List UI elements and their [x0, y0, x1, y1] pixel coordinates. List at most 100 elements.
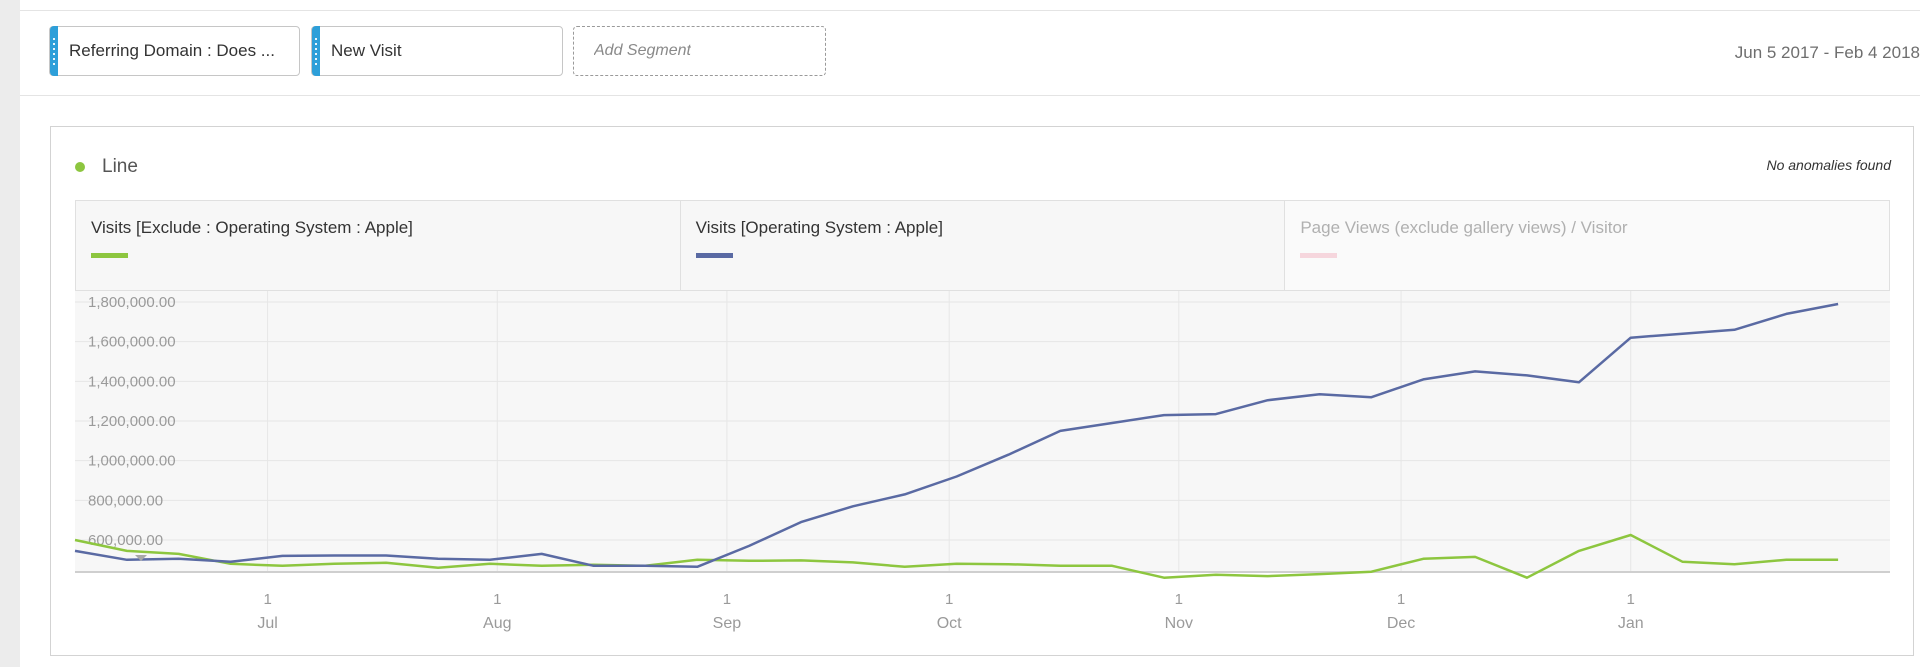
data-point[interactable]: [1212, 411, 1219, 418]
legend: Visits [Exclude : Operating System : App…: [75, 200, 1890, 291]
data-point[interactable]: [538, 562, 545, 569]
viz-header[interactable]: Line: [75, 155, 138, 179]
data-point[interactable]: [901, 563, 908, 570]
data-point[interactable]: [72, 547, 79, 554]
y-tick-label: 800,000.00: [88, 492, 163, 509]
data-point[interactable]: [798, 519, 805, 526]
drag-handle-icon[interactable]: [50, 26, 58, 76]
data-point[interactable]: [1264, 397, 1271, 404]
data-point[interactable]: [1679, 330, 1686, 337]
data-point[interactable]: [435, 555, 442, 562]
legend-item-apple[interactable]: Visits [Operating System : Apple]: [680, 201, 1286, 290]
chevron-down-icon[interactable]: [135, 555, 147, 561]
top-divider: [20, 10, 1920, 11]
data-point[interactable]: [435, 564, 442, 571]
data-point[interactable]: [1524, 574, 1531, 581]
data-point[interactable]: [1575, 379, 1582, 386]
data-point[interactable]: [1627, 334, 1634, 341]
x-tick-day: 1: [1397, 591, 1405, 608]
data-point[interactable]: [1005, 561, 1012, 568]
x-tick-month: Dec: [1387, 615, 1415, 632]
legend-item-page-views[interactable]: Page Views (exclude gallery views) / Vis…: [1285, 201, 1890, 290]
data-point[interactable]: [383, 552, 390, 559]
data-point[interactable]: [1783, 556, 1790, 563]
data-point[interactable]: [1264, 573, 1271, 580]
data-point[interactable]: [1161, 574, 1168, 581]
data-point[interactable]: [1835, 301, 1842, 308]
data-point[interactable]: [279, 562, 286, 569]
data-point[interactable]: [1472, 553, 1479, 560]
data-point[interactable]: [1109, 420, 1116, 427]
x-tick-month: Nov: [1165, 615, 1193, 632]
data-point[interactable]: [1783, 310, 1790, 317]
legend-item-exclude-apple[interactable]: Visits [Exclude : Operating System : App…: [76, 201, 681, 290]
left-rail: [0, 0, 20, 667]
series-line-1[interactable]: [74, 533, 1839, 579]
data-point[interactable]: [1316, 571, 1323, 578]
data-point[interactable]: [1161, 412, 1168, 419]
drag-handle-icon[interactable]: [312, 26, 320, 76]
legend-label: Visits [Operating System : Apple]: [695, 218, 943, 237]
data-point[interactable]: [590, 562, 597, 569]
data-point[interactable]: [1835, 556, 1842, 563]
data-point[interactable]: [1212, 571, 1219, 578]
data-point[interactable]: [1731, 326, 1738, 333]
data-point[interactable]: [1057, 562, 1064, 569]
data-point[interactable]: [383, 559, 390, 566]
series-line-2[interactable]: [74, 302, 1839, 569]
data-point[interactable]: [123, 556, 130, 563]
data-point[interactable]: [123, 547, 130, 554]
data-point[interactable]: [1368, 394, 1375, 401]
data-point[interactable]: [746, 542, 753, 549]
data-point[interactable]: [331, 552, 338, 559]
data-point[interactable]: [642, 562, 649, 569]
data-point[interactable]: [1057, 427, 1064, 434]
x-tick-day: 1: [945, 591, 953, 608]
data-point[interactable]: [538, 550, 545, 557]
data-point[interactable]: [175, 555, 182, 562]
x-tick-day: 1: [493, 591, 501, 608]
data-point[interactable]: [1420, 376, 1427, 383]
data-point[interactable]: [1524, 372, 1531, 379]
line-visualization-panel: Line No anomalies found Visits [Exclude …: [50, 126, 1914, 656]
data-point[interactable]: [1731, 561, 1738, 568]
add-segment-dropzone[interactable]: Add Segment: [573, 26, 826, 76]
status-dot-icon: [75, 162, 85, 172]
data-point[interactable]: [72, 537, 79, 544]
y-tick-label: 600,000.00: [88, 532, 163, 549]
data-point[interactable]: [1420, 555, 1427, 562]
data-point[interactable]: [1679, 558, 1686, 565]
legend-swatch: [1300, 253, 1338, 258]
data-point[interactable]: [331, 560, 338, 567]
data-point[interactable]: [279, 552, 286, 559]
data-point[interactable]: [901, 491, 908, 498]
data-point[interactable]: [1109, 562, 1116, 569]
data-point[interactable]: [798, 557, 805, 564]
data-point[interactable]: [694, 563, 701, 570]
x-tick-day: 1: [1627, 591, 1635, 608]
data-point[interactable]: [1627, 532, 1634, 539]
segment-pill-new-visit[interactable]: New Visit: [311, 26, 563, 76]
data-point[interactable]: [1316, 391, 1323, 398]
segment-pill-referring-domain[interactable]: Referring Domain : Does ...: [49, 26, 300, 76]
viz-title[interactable]: Line: [102, 156, 138, 177]
date-range[interactable]: Jun 5 2017 - Feb 4 2018: [1734, 43, 1920, 62]
segment-label: Referring Domain : Does ...: [69, 41, 275, 60]
y-tick-label: 1,800,000.00: [88, 294, 176, 311]
data-point[interactable]: [1005, 451, 1012, 458]
data-point[interactable]: [486, 556, 493, 563]
data-point[interactable]: [849, 503, 856, 510]
data-point[interactable]: [227, 558, 234, 565]
data-point[interactable]: [1472, 368, 1479, 375]
data-point[interactable]: [953, 473, 960, 480]
data-point[interactable]: [849, 559, 856, 566]
y-tick-label: 1,000,000.00: [88, 453, 176, 470]
data-point[interactable]: [1575, 547, 1582, 554]
data-point[interactable]: [1368, 568, 1375, 575]
x-tick-month: Aug: [483, 615, 511, 632]
data-point[interactable]: [694, 556, 701, 563]
data-point[interactable]: [953, 560, 960, 567]
x-tick-day: 1: [723, 591, 731, 608]
data-point[interactable]: [746, 557, 753, 564]
y-tick-label: 1,200,000.00: [88, 413, 176, 430]
